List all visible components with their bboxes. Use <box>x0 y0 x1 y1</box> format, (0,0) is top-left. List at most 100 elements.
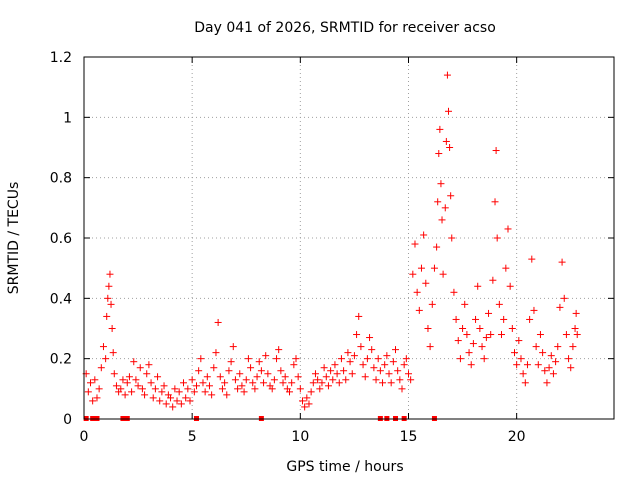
data-point <box>223 391 231 399</box>
data-point <box>413 288 421 296</box>
data-point <box>372 376 380 384</box>
x-tick-label: 0 <box>80 429 89 445</box>
data-point <box>381 361 389 369</box>
data-point <box>552 358 560 366</box>
data-point <box>366 334 374 342</box>
y-tick-label: 0.8 <box>50 171 72 187</box>
data-point <box>545 364 553 372</box>
data-point <box>311 370 319 378</box>
data-point <box>415 306 423 314</box>
data-point <box>210 364 218 372</box>
data-point <box>294 373 302 381</box>
data-point <box>173 397 181 405</box>
data-point <box>184 385 192 393</box>
data-point <box>562 331 570 339</box>
data-point <box>110 370 118 378</box>
data-point <box>182 394 190 402</box>
data-point <box>156 397 164 405</box>
data-point <box>327 367 335 375</box>
data-point <box>109 349 117 357</box>
data-point <box>303 394 311 402</box>
data-point <box>190 388 198 396</box>
data-point <box>279 379 287 387</box>
data-point <box>437 180 445 188</box>
data-point <box>214 318 222 326</box>
data-point <box>519 370 527 378</box>
data-point <box>396 376 404 384</box>
data-point <box>565 355 573 363</box>
data-point <box>502 264 510 272</box>
data-point <box>442 137 450 145</box>
data-point <box>333 370 341 378</box>
chart-title: Day 041 of 2026, SRMTID for receiver acs… <box>194 20 496 36</box>
data-point <box>515 337 523 345</box>
data-point <box>199 379 207 387</box>
data-point <box>387 379 395 387</box>
data-points <box>82 71 581 421</box>
data-point <box>314 376 322 384</box>
data-point <box>452 315 460 323</box>
data-point <box>307 388 315 396</box>
data-point <box>136 364 144 372</box>
data-point <box>216 373 224 381</box>
y-tick-label: 1 <box>63 110 72 126</box>
data-point <box>117 385 125 393</box>
data-point <box>195 367 203 375</box>
data-point <box>335 379 343 387</box>
data-point <box>277 367 285 375</box>
data-point <box>264 370 272 378</box>
data-point <box>162 400 170 408</box>
data-point <box>409 270 417 278</box>
data-point <box>368 346 376 354</box>
data-point <box>428 300 436 308</box>
data-point <box>534 361 542 369</box>
data-point <box>521 379 529 387</box>
x-tick-label: 15 <box>400 429 418 445</box>
data-point <box>208 391 216 399</box>
data-point <box>180 379 188 387</box>
data-point <box>392 346 400 354</box>
data-point <box>108 325 116 332</box>
data-point <box>171 385 179 393</box>
data-point <box>510 349 518 357</box>
x-tick-label: 10 <box>291 429 309 445</box>
data-point <box>567 364 575 372</box>
data-point <box>177 400 185 408</box>
data-point <box>459 325 467 332</box>
data-point <box>238 382 246 390</box>
data-point <box>554 343 562 351</box>
data-point <box>504 225 512 233</box>
data-point <box>132 376 140 384</box>
data-point <box>130 358 138 366</box>
data-point <box>495 300 503 308</box>
data-point <box>417 264 425 272</box>
data-point <box>242 376 250 384</box>
data-point <box>244 355 252 363</box>
data-point <box>301 403 309 411</box>
data-point <box>569 343 577 351</box>
data-point <box>482 334 490 342</box>
data-point <box>268 385 276 393</box>
data-point <box>528 255 536 263</box>
data-point <box>491 198 499 206</box>
x-tick-label: 5 <box>188 429 197 445</box>
data-point <box>234 385 242 393</box>
data-point <box>355 312 363 320</box>
data-point <box>385 370 393 378</box>
data-point <box>394 367 402 375</box>
tick-labels: 0 5 10 15 20 0 0.2 0.4 0.6 0.8 1 1.2 <box>50 50 526 445</box>
data-point <box>443 71 451 79</box>
data-point <box>441 204 449 212</box>
data-point <box>549 370 557 378</box>
data-point <box>422 279 430 287</box>
data-point <box>374 355 382 363</box>
data-point <box>251 385 259 393</box>
data-point <box>445 107 453 115</box>
y-axis-title: SRMTID / TECUs <box>6 182 22 295</box>
data-point <box>106 270 114 278</box>
data-point <box>203 373 211 381</box>
data-point <box>247 364 255 372</box>
data-point <box>119 376 127 384</box>
